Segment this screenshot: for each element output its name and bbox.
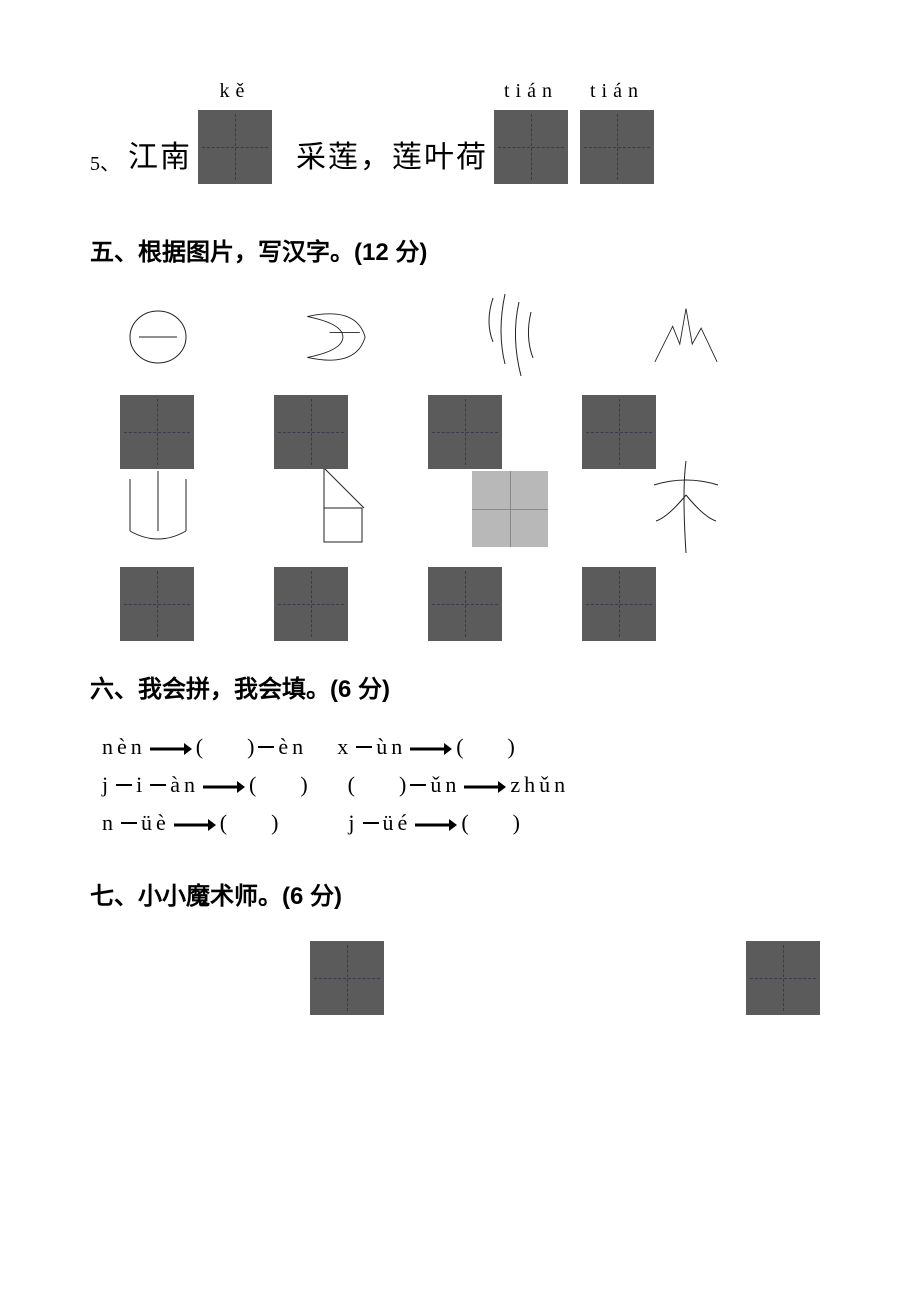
arrow-icon [406, 734, 456, 760]
dash-icon [150, 784, 166, 786]
q5-number: 5、 [90, 147, 120, 176]
mountain-icon [118, 469, 198, 549]
write-box[interactable] [120, 395, 194, 469]
water-icon [470, 297, 550, 377]
fire-icon [646, 297, 726, 377]
blank-paren[interactable]: ( ) [249, 772, 308, 798]
pictograph-row-2 [118, 469, 840, 549]
write-box[interactable] [582, 567, 656, 641]
pinyin-text: ùn [376, 734, 406, 760]
write-box[interactable] [580, 110, 654, 184]
moon-icon [294, 297, 374, 377]
write-box[interactable] [746, 941, 820, 1015]
pinyin-tian1: tián [504, 80, 558, 102]
q5-box1: kě [198, 80, 272, 184]
section6-lines: nèn( )ènxùn( )jiàn( )( )ǔnzhǔnnüè( )jüé(… [90, 734, 840, 836]
pinyin-line: jiàn ( ) ( ) ǔn zhǔn [102, 772, 840, 798]
field-icon [470, 469, 550, 549]
blank-paren[interactable]: ( ) [348, 772, 407, 798]
pinyin-line: nèn ( ) èn xùn ( ) [102, 734, 840, 760]
arrow-icon [411, 810, 461, 836]
section7-heading: 七、小小魔术师。(6 分) [90, 876, 840, 911]
arrow-icon [146, 734, 196, 760]
write-box[interactable] [428, 395, 502, 469]
write-box[interactable] [494, 110, 568, 184]
pinyin-text: zhǔn [510, 772, 569, 798]
sun-icon [118, 297, 198, 377]
section6-heading: 六、我会拼，我会填。(6 分) [90, 669, 840, 704]
write-box[interactable] [120, 567, 194, 641]
write-box[interactable] [198, 110, 272, 184]
pinyin-text: i [136, 772, 146, 798]
pinyin-text: ǔn [430, 772, 460, 798]
answer-boxes-row-2 [120, 567, 840, 641]
section7-boxes [310, 941, 820, 1015]
pinyin-text: j [102, 772, 112, 798]
pictograph-row-1 [118, 297, 840, 377]
blank-paren[interactable]: ( ) [196, 734, 255, 760]
tree-icon [646, 469, 726, 549]
pinyin-tian2: tián [590, 80, 644, 102]
dash-icon [356, 746, 372, 748]
write-box[interactable] [582, 395, 656, 469]
write-box[interactable] [274, 567, 348, 641]
question-5-row: 5、 江南 kě 采莲，莲叶荷 tián tián [90, 80, 840, 184]
arrow-icon [199, 772, 249, 798]
pinyin-text: nèn [102, 734, 146, 760]
blank-paren[interactable]: ( ) [456, 734, 515, 760]
arrow-icon [170, 810, 220, 836]
pinyin-text: èn [278, 734, 307, 760]
pinyin-line: nüè ( ) jüé ( ) [102, 810, 840, 836]
pinyin-text: n [102, 810, 117, 836]
stone-icon [294, 469, 374, 549]
pinyin-text: üé [383, 810, 412, 836]
pinyin-text: üè [141, 810, 170, 836]
dash-icon [410, 784, 426, 786]
pinyin-ke: kě [220, 80, 251, 102]
answer-boxes-row-1 [120, 395, 840, 469]
pinyin-text: àn [170, 772, 199, 798]
dash-icon [121, 822, 137, 824]
q5-box3: tián [580, 80, 654, 184]
write-box[interactable] [310, 941, 384, 1015]
arrow-icon [460, 772, 510, 798]
pinyin-text: j [348, 810, 358, 836]
dash-icon [363, 822, 379, 824]
dash-icon [116, 784, 132, 786]
q5-text2: 采莲，莲叶荷 [296, 132, 488, 176]
q5-box2: tián [494, 80, 568, 184]
field-light-box [472, 471, 548, 547]
pinyin-text: x [337, 734, 352, 760]
dash-icon [258, 746, 274, 748]
write-box[interactable] [428, 567, 502, 641]
section5-heading: 五、根据图片，写汉字。(12 分) [90, 232, 840, 267]
q5-text1: 江南 [128, 132, 192, 176]
write-box[interactable] [274, 395, 348, 469]
blank-paren[interactable]: ( ) [220, 810, 279, 836]
blank-paren[interactable]: ( ) [461, 810, 520, 836]
